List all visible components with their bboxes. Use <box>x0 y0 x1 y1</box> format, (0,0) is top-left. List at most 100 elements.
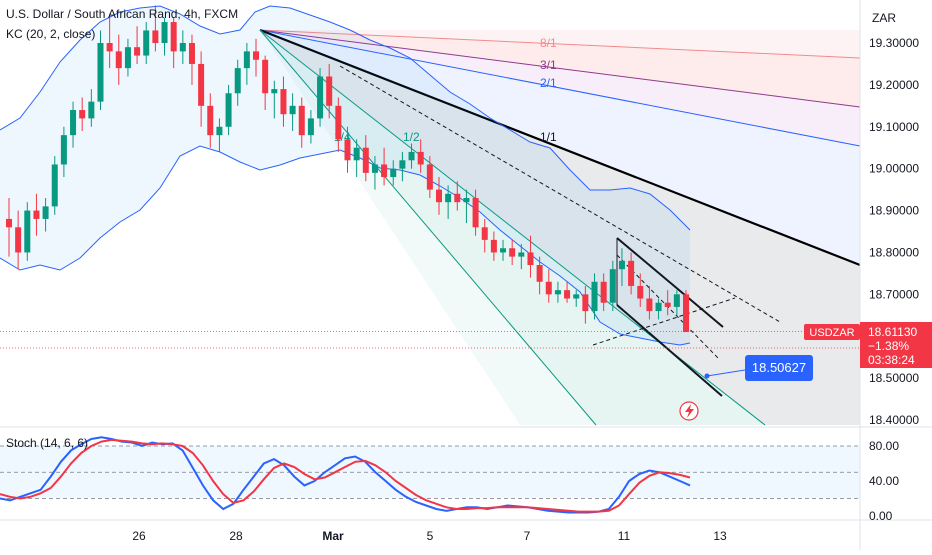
candle-body <box>143 30 150 56</box>
candle-body <box>683 294 689 333</box>
candle-body <box>271 89 278 94</box>
drawing-price-label-text: 18.50627 <box>752 360 806 375</box>
candle-body <box>97 43 104 102</box>
candle-body <box>655 302 662 312</box>
fan-label: 3/1 <box>540 58 557 72</box>
fan-line-1-4[interactable] <box>259 29 597 426</box>
time-tick: 13 <box>713 529 727 543</box>
candle-body <box>6 218 12 228</box>
wedge-lower-line[interactable] <box>616 304 723 397</box>
candle-body <box>344 139 351 161</box>
candle-body <box>390 168 397 178</box>
candle-body <box>646 298 653 312</box>
candle-body <box>51 164 58 207</box>
candle-body <box>262 59 269 94</box>
candle-body <box>307 118 314 136</box>
time-tick: Mar <box>322 529 344 543</box>
candle-body <box>88 101 95 119</box>
candle-body <box>454 193 461 203</box>
candle-body <box>490 239 497 253</box>
candle-body <box>545 281 552 295</box>
candle-body <box>115 51 122 69</box>
symbol-tag-text: USDZAR <box>809 327 854 339</box>
fan-line-2-1[interactable] <box>259 29 861 147</box>
price-tick: 18.90000 <box>869 204 919 218</box>
lightning-icon-glyph[interactable] <box>685 404 694 418</box>
candle-body <box>435 189 442 203</box>
stoch-d-line <box>0 438 691 513</box>
candle-body <box>207 105 214 136</box>
fan-line-3-1[interactable] <box>259 29 861 108</box>
candle-body <box>60 135 67 165</box>
stoch-tick: 0.00 <box>869 509 893 523</box>
candle-body <box>582 294 589 312</box>
fan-line-1-1[interactable] <box>259 28 861 267</box>
price-tick: 18.50000 <box>869 371 919 385</box>
candle-body <box>243 51 250 69</box>
candle-body <box>609 269 616 303</box>
lightning-icon[interactable] <box>679 401 699 421</box>
candle-body <box>371 164 378 173</box>
candle-body <box>628 260 635 286</box>
candle-body <box>106 43 113 52</box>
fan-label: 1/2 <box>403 130 420 144</box>
candle-body <box>664 302 671 307</box>
candle-body <box>600 281 607 303</box>
candle-body <box>481 227 488 240</box>
candle-body <box>417 151 424 165</box>
price-tick: 19.00000 <box>869 162 919 176</box>
currency-label: ZAR <box>872 11 896 25</box>
fan-label: 2/1 <box>540 76 557 90</box>
candle-body <box>198 63 205 106</box>
candle-body <box>170 22 177 52</box>
stoch-tick: 80.00 <box>869 439 899 453</box>
candle-body <box>381 164 388 178</box>
candle-body <box>234 68 241 94</box>
symbol-title: U.S. Dollar / South African Rand, 4h, FX… <box>6 7 239 21</box>
dashed-channel-upper[interactable] <box>339 65 781 323</box>
candle-body <box>134 47 141 56</box>
time-tick: 11 <box>618 529 631 543</box>
time-tick: 26 <box>132 529 146 543</box>
price-tick: 19.10000 <box>869 120 919 134</box>
candle-body <box>399 160 406 169</box>
stoch-tick: 40.00 <box>869 474 899 488</box>
price-label-connector <box>706 369 746 377</box>
trend-drawings[interactable] <box>0 65 860 421</box>
candle-body <box>216 126 223 136</box>
wedge-projection[interactable] <box>616 254 721 361</box>
candle-body <box>15 227 22 253</box>
price-tag-change: −1.38% <box>868 339 909 353</box>
keltner-fill <box>0 6 690 345</box>
symbol-tag[interactable] <box>804 324 860 340</box>
candle-body <box>289 105 296 115</box>
time-tick: 7 <box>524 529 531 543</box>
dashed-channel-base[interactable] <box>592 297 736 346</box>
candle-body <box>225 93 232 127</box>
wedge-upper-line[interactable] <box>616 237 724 328</box>
candle-body <box>179 43 186 52</box>
price-tick: 18.70000 <box>869 287 919 301</box>
candle-body <box>188 43 195 64</box>
candle-body <box>253 51 260 60</box>
candle-body <box>554 290 561 295</box>
candle-body <box>536 265 543 282</box>
fan-zone-4 <box>260 30 860 425</box>
candle-body <box>618 260 625 270</box>
price-tag-countdown: 03:38:24 <box>868 353 915 367</box>
candle-body <box>445 193 452 203</box>
fan-label: 8/1 <box>540 36 557 50</box>
candle-body <box>463 197 470 203</box>
candle-body <box>564 290 571 299</box>
candle-body <box>509 248 516 257</box>
gann-fan[interactable]: 8/13/12/11/11/41/2 <box>259 28 861 426</box>
price-tick: 18.80000 <box>869 245 919 259</box>
candle-body <box>298 105 305 136</box>
drawing-price-label[interactable] <box>745 355 813 381</box>
candle-body <box>326 76 333 106</box>
candle-body <box>591 281 598 312</box>
candle-body <box>317 76 324 119</box>
